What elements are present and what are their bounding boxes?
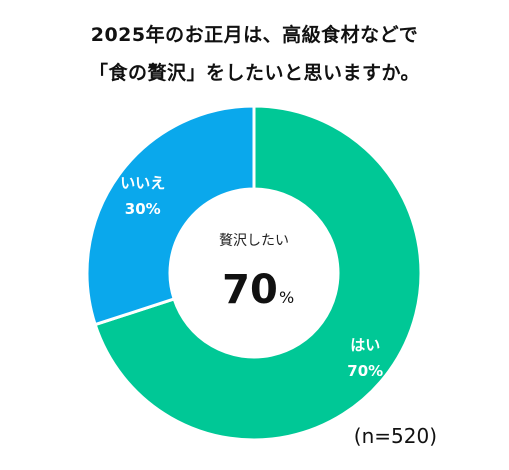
center-unit: % — [279, 288, 294, 307]
slice-value-2: 30% — [125, 200, 161, 218]
donut-slice-2 — [85, 104, 256, 327]
slice-label-2: いいえ — [120, 174, 165, 192]
center-caption: 贅沢したい — [219, 232, 289, 249]
sample-size-note: (n=520) — [353, 424, 437, 448]
donut-slice-1 — [93, 104, 423, 442]
slice-label-1: はい — [350, 336, 380, 354]
center-value: 70 — [222, 267, 278, 313]
chart-title-line1: 2025年のお正月は、高級食材などで — [90, 24, 419, 46]
chart-title-line2: 「食の贅沢」をしたいと思いますか。 — [88, 62, 421, 84]
slice-value-1: 70% — [347, 362, 383, 380]
